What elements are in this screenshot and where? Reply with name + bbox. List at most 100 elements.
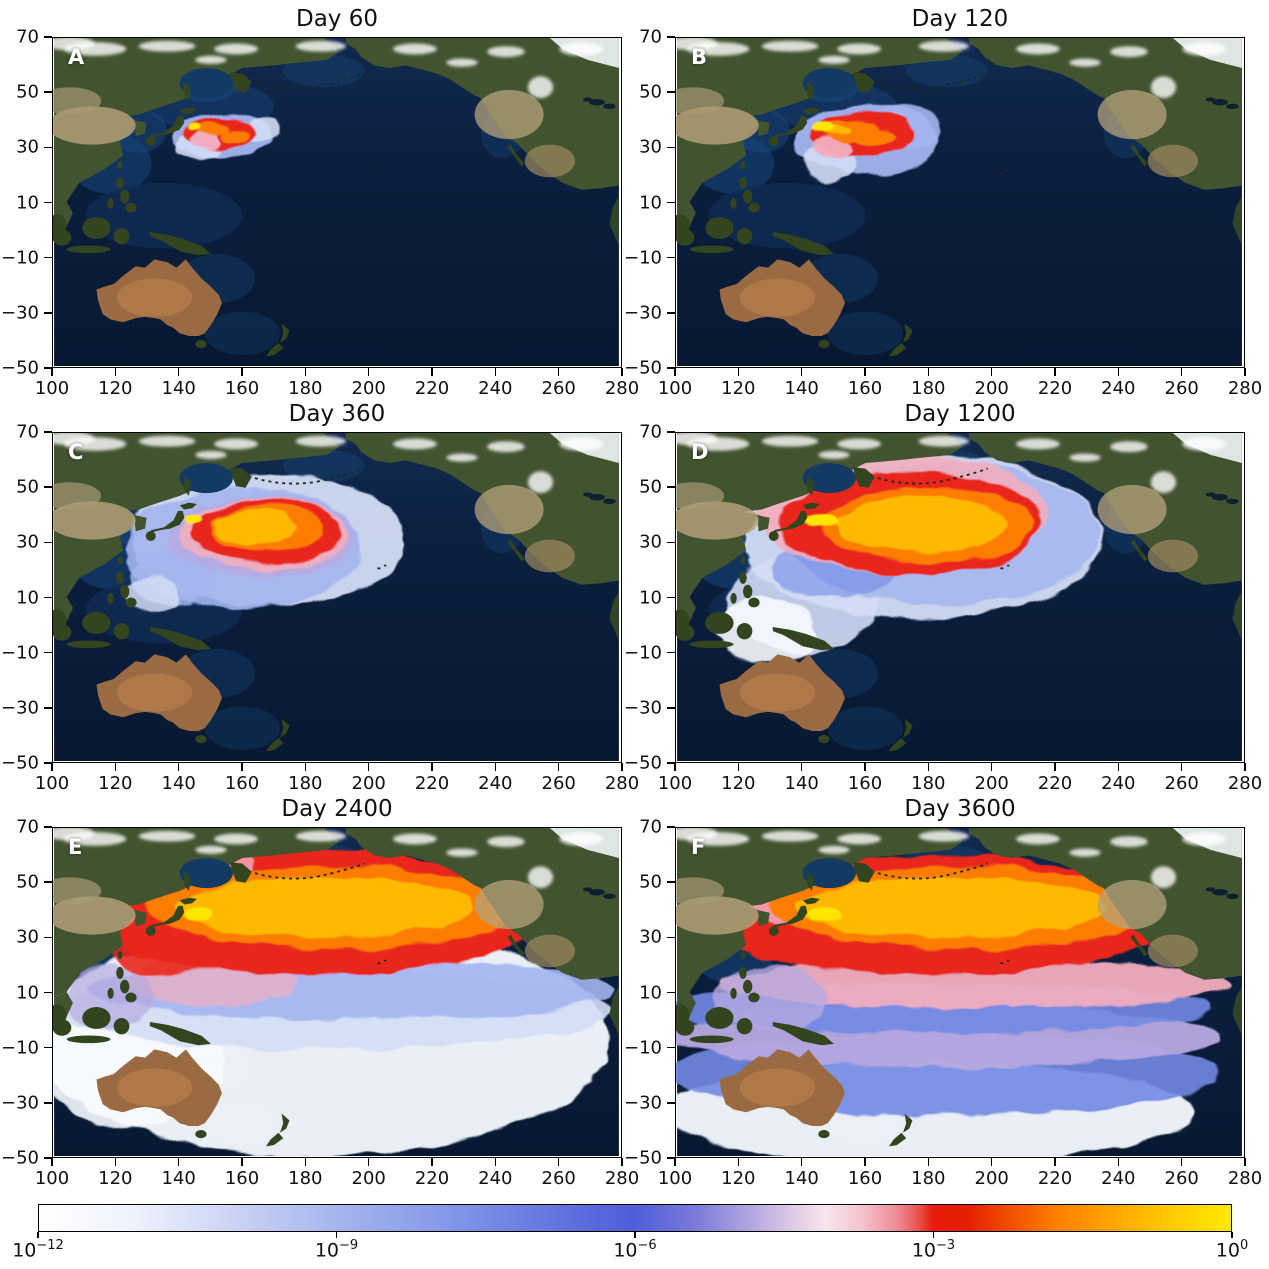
- y-tick-label: −30: [1, 697, 39, 719]
- y-tick-label: 70: [16, 26, 39, 48]
- x-tick-mark: [621, 368, 623, 376]
- y-tick-label: 30: [639, 531, 662, 553]
- cloud-layer: [53, 828, 604, 889]
- x-tick-label: 140: [161, 1168, 196, 1189]
- x-tick-mark: [367, 1158, 370, 1166]
- x-tick-label: 220: [1037, 1168, 1073, 1189]
- y-tick-mark: [44, 826, 52, 828]
- panel-letter: D: [691, 440, 709, 464]
- y-tick-label: 10: [16, 587, 39, 608]
- y-tick-mark: [44, 256, 52, 259]
- panel-title: Day 60: [296, 6, 378, 32]
- x-tick-mark: [1244, 763, 1246, 771]
- x-tick-label: 240: [1101, 378, 1136, 399]
- y-tick-mark: [667, 91, 675, 93]
- x-tick-label: 280: [1227, 1168, 1263, 1189]
- x-tick-mark: [304, 1158, 307, 1166]
- y-tick-label: −10: [1, 1037, 39, 1059]
- y-tick-mark: [667, 991, 675, 994]
- map-panel-e: Day 2400 E 70 50 30 10 −10 −30 −50 100 120 140 160 18…: [1, 796, 639, 1189]
- y-tick-mark: [667, 762, 675, 764]
- y-tick-label: 30: [16, 926, 39, 948]
- colorbar-tick-exponent: −9: [339, 1238, 359, 1253]
- y-tick-label: −10: [1, 642, 39, 664]
- y-tick-label: −50: [624, 752, 662, 774]
- x-tick-mark: [114, 1158, 117, 1166]
- x-tick-mark: [177, 763, 180, 771]
- x-tick-label: 260: [541, 773, 576, 794]
- x-tick-mark: [51, 763, 53, 771]
- y-tick-label: 70: [639, 816, 662, 838]
- x-tick-label: 120: [721, 773, 756, 794]
- x-tick-label: 200: [351, 773, 386, 794]
- land-layer: [676, 433, 1242, 752]
- colorbar-tick-mantissa: 10: [1215, 1239, 1240, 1262]
- x-tick-label: 200: [351, 1168, 386, 1189]
- colorbar-tick-mantissa: 10: [12, 1239, 37, 1262]
- y-tick-label: 10: [16, 982, 39, 1003]
- x-tick-mark: [737, 763, 740, 771]
- x-tick-label: 260: [1164, 378, 1199, 399]
- x-tick-label: 240: [1101, 1168, 1136, 1189]
- x-tick-mark: [1054, 763, 1056, 771]
- x-tick-mark: [621, 763, 623, 771]
- x-tick-label: 120: [98, 378, 133, 399]
- x-tick-label: 180: [288, 378, 323, 399]
- y-tick-label: 70: [16, 816, 39, 838]
- x-tick-label: 260: [541, 378, 576, 399]
- colorbar-tick-label: 100: [1216, 1238, 1248, 1261]
- y-tick-label: −30: [624, 1092, 662, 1114]
- y-tick-label: 30: [16, 136, 39, 158]
- map-svg: [676, 828, 1242, 1156]
- y-tick-mark: [44, 596, 52, 599]
- x-tick-mark: [674, 368, 676, 376]
- map-axes: [675, 827, 1245, 1158]
- y-tick-label: 50: [639, 81, 662, 103]
- x-tick-label: 140: [161, 773, 196, 794]
- colorbar-tick-exponent: −3: [936, 1238, 956, 1253]
- colorbar-tick-exponent: −12: [36, 1238, 64, 1253]
- x-tick-mark: [367, 368, 370, 376]
- x-tick-label: 120: [98, 773, 133, 794]
- x-tick-mark: [51, 368, 53, 376]
- map-axes: [675, 432, 1245, 763]
- cloud-layer: [676, 828, 1227, 889]
- y-tick-label: −30: [624, 302, 662, 324]
- y-tick-mark: [667, 596, 675, 599]
- x-tick-mark: [800, 1158, 803, 1166]
- panel-letter: A: [68, 45, 85, 69]
- tracer-plume: [170, 111, 281, 160]
- cloud-layer: [676, 433, 1227, 494]
- x-tick-label: 280: [1227, 378, 1263, 399]
- y-tick-mark: [44, 146, 52, 149]
- colorbar-tick-label: 10−12: [12, 1238, 64, 1261]
- x-tick-mark: [177, 368, 180, 376]
- x-tick-mark: [304, 368, 307, 376]
- x-tick-label: 120: [721, 378, 756, 399]
- x-tick-label: 140: [784, 773, 819, 794]
- y-tick-mark: [44, 431, 52, 433]
- x-tick-mark: [1180, 763, 1183, 771]
- x-tick-mark: [1244, 1158, 1246, 1166]
- x-tick-label: 180: [288, 773, 323, 794]
- y-tick-label: −30: [1, 302, 39, 324]
- map-svg: [53, 433, 619, 761]
- x-tick-mark: [927, 763, 930, 771]
- y-tick-label: −30: [624, 697, 662, 719]
- x-tick-label: 260: [1164, 1168, 1199, 1189]
- x-tick-mark: [557, 763, 560, 771]
- land-layer: [53, 38, 619, 357]
- colorbar-tick-exponent: 0: [1239, 1238, 1249, 1253]
- colorbar-tick-mantissa: 10: [314, 1239, 340, 1262]
- y-tick-mark: [667, 707, 675, 709]
- x-tick-label: 280: [604, 773, 640, 794]
- x-tick-mark: [737, 368, 740, 376]
- x-tick-mark: [1244, 368, 1246, 376]
- colorbar-gradient: [38, 1204, 1232, 1232]
- y-tick-mark: [667, 826, 675, 828]
- x-tick-label: 160: [847, 378, 883, 399]
- x-tick-mark: [800, 368, 803, 376]
- x-tick-mark: [674, 1158, 676, 1166]
- map-panel-f: Day 3600 F 70 50 30 10 −10 −30 −50 100 120 140 160 18…: [624, 796, 1262, 1189]
- y-tick-mark: [44, 707, 52, 709]
